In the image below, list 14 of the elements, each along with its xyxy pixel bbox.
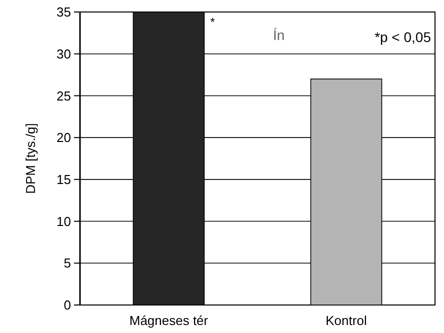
y-tick-label: 30 xyxy=(56,46,71,62)
y-tick-label: 0 xyxy=(64,298,71,313)
y-tick-label: 5 xyxy=(64,256,71,271)
x-tick-label: Kontrol xyxy=(326,313,367,328)
y-tick-label: 20 xyxy=(56,130,71,146)
x-tick-label: Mágneses tér xyxy=(129,313,209,328)
y-axis-title: DPM [tys./g] xyxy=(23,123,38,194)
y-tick-label: 15 xyxy=(56,172,71,187)
y-tick-label: 25 xyxy=(56,88,71,104)
annotation: Ín xyxy=(272,27,285,43)
annotation: *p < 0,05 xyxy=(374,29,432,45)
y-tick-label: 35 xyxy=(56,4,71,20)
annotation: * xyxy=(210,15,216,29)
y-tick-label: 10 xyxy=(56,214,71,229)
